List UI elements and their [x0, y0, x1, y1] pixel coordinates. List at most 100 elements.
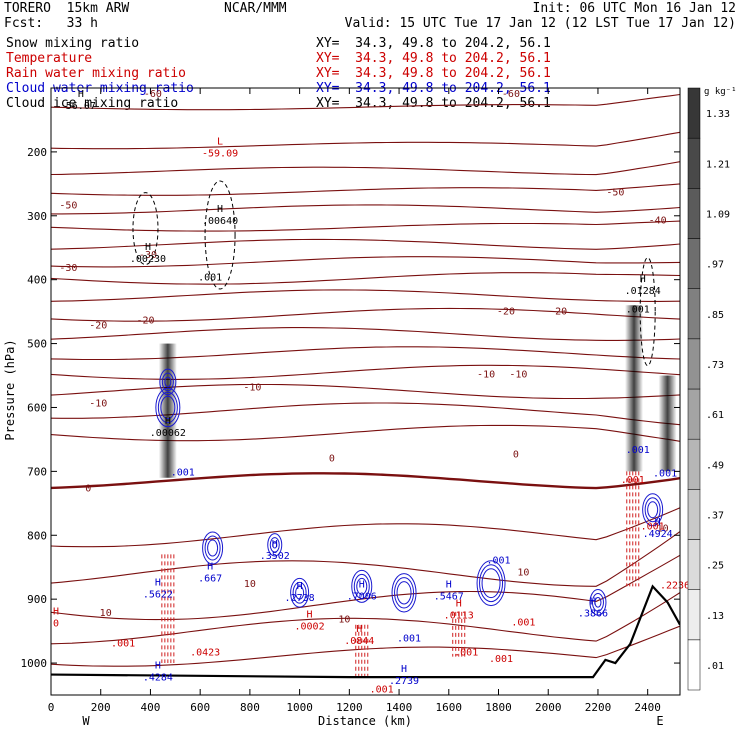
- colorbar-swatch: [687, 589, 701, 641]
- cloud-water-contour: [642, 493, 664, 527]
- extremum-value: .01284: [625, 286, 661, 297]
- extremum-value: .0002: [295, 622, 325, 633]
- temperature-contour-label: 10: [244, 579, 256, 590]
- temperature-contour-label: -50: [59, 200, 77, 211]
- contour-value-label: .001: [621, 475, 645, 486]
- cloud-water-contour: [351, 569, 373, 603]
- temperature-contour: [51, 220, 680, 232]
- x-tick-label: 1600: [436, 701, 463, 714]
- x-tick-label: 800: [240, 701, 260, 714]
- cloud-water-contour: [481, 568, 501, 599]
- temperature-contour-label: -60: [144, 89, 162, 100]
- cloud-water-contour: [353, 573, 370, 599]
- colorbar-label: .01: [706, 661, 724, 672]
- extremum-kind: H: [356, 624, 362, 635]
- x-axis-label: Distance (km): [318, 714, 412, 728]
- temperature-contour: [51, 554, 680, 621]
- temperature-contour-label: 10: [100, 608, 112, 619]
- colorbar-swatch: [687, 238, 701, 289]
- colorbar-label: .73: [706, 360, 724, 371]
- extremum-kind: H: [155, 661, 161, 672]
- temperature-contour: [51, 272, 680, 285]
- cloud-water-contour: [290, 577, 310, 608]
- cloud-water-contour: [589, 589, 607, 616]
- extremum-kind: H: [297, 581, 303, 592]
- contour-value-label: .001: [198, 272, 222, 283]
- temperature-contour: [51, 327, 680, 341]
- contour-value-label: .001: [397, 633, 421, 644]
- x-tick-label: 600: [190, 701, 210, 714]
- field-name: Rain water mixing ratio: [6, 66, 187, 81]
- contour-value-label: .001: [511, 618, 535, 629]
- extremum-value: .4284: [143, 673, 173, 684]
- cloud-water-contour: [202, 531, 224, 565]
- temperature-contour: [51, 161, 680, 176]
- extremum-kind: H: [272, 539, 278, 550]
- y-tick-label: 400: [27, 274, 47, 287]
- x-tick-label: 200: [91, 701, 111, 714]
- temperature-contour-label: -50: [606, 188, 624, 199]
- colorbar-swatch: [687, 539, 701, 590]
- temperature-contour-label: -10: [477, 370, 495, 381]
- temperature-contour: [51, 131, 680, 150]
- contour-value-label: .001: [111, 639, 135, 650]
- colorbar-label: .97: [706, 260, 724, 271]
- cloud-water-contour: [160, 395, 176, 420]
- colorbar-swatch: [687, 639, 701, 691]
- extremum-value: .5467: [434, 591, 464, 602]
- x-tick-label: 2000: [535, 701, 562, 714]
- east-endpoint: E: [656, 714, 663, 728]
- colorbar-swatch: [687, 87, 701, 139]
- temperature-contour: [51, 402, 680, 426]
- temperature-contour: [51, 364, 680, 380]
- cloud-water-contour: [356, 577, 368, 595]
- temperature-contour-label: 0: [329, 453, 335, 464]
- contour-value-label: .001: [370, 685, 394, 696]
- temperature-contour-label: -20: [549, 306, 567, 317]
- colorbar-swatch: [687, 137, 701, 189]
- temperature-contour-label: 10: [517, 568, 529, 579]
- colorbar-label: .13: [706, 611, 724, 622]
- extremum-kind: H: [359, 579, 365, 590]
- colorbar-label: .49: [706, 460, 724, 471]
- field-xy-range: XY= 34.3, 49.8 to 204.2, 56.1: [316, 51, 551, 66]
- extremum-kind: H: [640, 274, 646, 285]
- forecast-hour: Fcst: 33 h: [4, 16, 98, 31]
- cloud-water-contour: [476, 560, 506, 607]
- cloud-water-contour: [292, 581, 307, 604]
- cloud-water-contour: [155, 387, 181, 428]
- field-name: Temperature: [6, 51, 93, 66]
- extremum-kind: H: [401, 664, 407, 675]
- extremum-value: .2738: [285, 593, 315, 604]
- cloud-water-contour: [164, 376, 172, 388]
- temperature-contour: [51, 424, 680, 442]
- cloud-water-contour: [295, 585, 305, 600]
- temperature-contour: [51, 531, 680, 587]
- temperature-contour-label: -30: [59, 263, 77, 274]
- x-tick-label: 1800: [485, 701, 512, 714]
- cloud-water-contour: [204, 535, 221, 561]
- temperature-contour: [51, 346, 680, 361]
- temperature-contour: [51, 289, 680, 302]
- cloud-water-contour: [644, 497, 661, 523]
- x-tick-label: 2200: [585, 701, 612, 714]
- extremum-kind: H: [655, 517, 661, 528]
- extremum-value: .00062: [150, 428, 186, 439]
- init-time: Init: 06 UTC Mon 16 Jan 12: [532, 1, 737, 16]
- cloud-water-contour: [161, 372, 174, 392]
- colorbar-swatch: [687, 188, 701, 239]
- extremum-value: .4924: [643, 529, 673, 540]
- cloud-water-contour: [396, 581, 412, 605]
- cloud-water-contour: [647, 501, 659, 519]
- contour-value-label: .001: [653, 469, 677, 480]
- extremum-value: .7006: [347, 591, 377, 602]
- temperature-contour-label: -20: [497, 306, 515, 317]
- extremum-kind: H: [590, 597, 596, 608]
- temperature-contour: [51, 383, 680, 400]
- extremum-kind: H: [155, 578, 161, 589]
- extremum-kind: H: [307, 610, 313, 621]
- x-tick-label: 1200: [336, 701, 363, 714]
- west-endpoint: W: [82, 714, 90, 728]
- field-xy-range: XY= 34.3, 49.8 to 204.2, 56.1: [316, 66, 551, 81]
